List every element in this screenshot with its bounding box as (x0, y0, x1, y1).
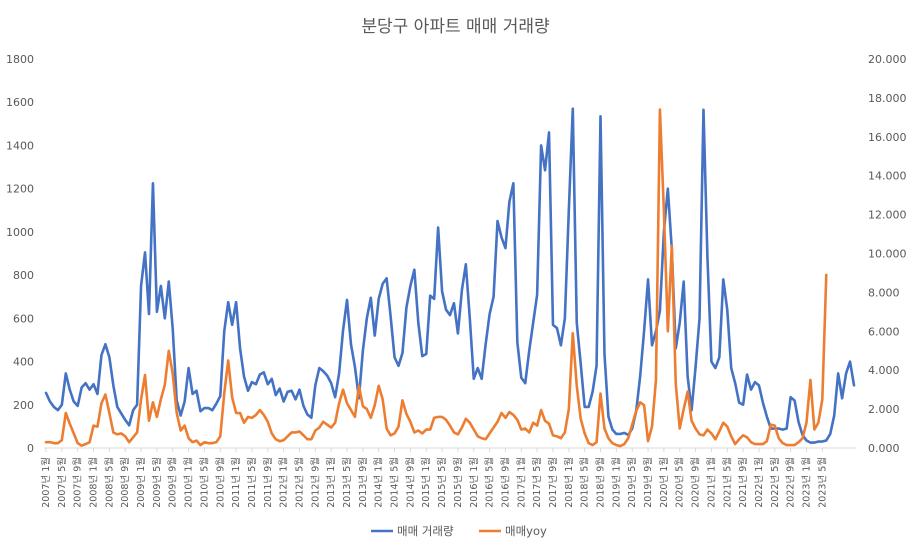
x-tick-label: 2020년 5월 (674, 457, 686, 508)
x-tick-label: 2018년 1월 (563, 457, 575, 508)
y-right-tick-label: 12.000 (868, 209, 907, 222)
x-tick-label: 2020년 1월 (658, 457, 670, 508)
x-tick-label: 2023년 5월 (816, 457, 828, 508)
y-axis-right: 0.000 2.000 4.000 6.000 8.000 10.000 12.000 14.… (868, 53, 907, 455)
x-tick-label: 2012년 9월 (309, 457, 321, 508)
x-tick-label: 2008년 9월 (119, 457, 131, 508)
x-tick-label: 2011년 9월 (262, 457, 274, 508)
y-right-tick-label: 14.000 (868, 170, 907, 183)
y-left-tick-label: 1800 (6, 53, 34, 66)
chart-title: 분당구 아파트 매매 거래량 (361, 17, 550, 37)
x-tick-label: 2009년 5월 (151, 457, 163, 508)
x-tick-label: 2017년 1월 (515, 457, 527, 508)
x-tick-label: 2022년 9월 (785, 457, 797, 508)
x-tick-label: 2009년 1월 (135, 457, 147, 508)
x-tick-label: 2007년 9월 (72, 457, 84, 508)
x-tick-label: 2008년 1월 (88, 457, 100, 508)
series-line-yoy (44, 108, 828, 448)
x-tick-label: 2015년 5월 (436, 457, 448, 508)
x-tick-label: 2020년 9월 (690, 457, 702, 508)
x-tick-label: 2012년 5월 (293, 457, 305, 508)
x-tick-label: 2014년 5월 (389, 457, 401, 508)
y-right-tick-label: 2.000 (868, 403, 900, 416)
x-tick-label: 2022년 5월 (769, 457, 781, 508)
x-tick-label: 2022년 1월 (753, 457, 765, 508)
x-tick-label: 2021년 1월 (705, 457, 717, 508)
x-tick-label: 2007년 1월 (40, 457, 52, 508)
y-right-tick-label: 0.000 (868, 442, 900, 455)
x-tick-label: 2016년 9월 (499, 457, 511, 508)
series-group (44, 107, 856, 448)
legend-label-yoy: 매매yoy (505, 524, 547, 538)
x-tick-label: 2017년 5월 (531, 457, 543, 508)
x-tick-label: 2008년 5월 (103, 457, 115, 508)
x-axis: 2007년 1월 2007년 5월 2007년 9월 2008년 1월 2008년 5월… (40, 448, 828, 508)
y-right-tick-label: 4.000 (868, 364, 900, 377)
x-tick-label: 2010년 5월 (198, 457, 210, 508)
x-tick-label: 2019년 5월 (626, 457, 638, 508)
legend-label-trade-volume: 매매 거래량 (397, 524, 454, 538)
x-tick-label: 2012년 1월 (278, 457, 290, 508)
x-tick-label: 2013년 1월 (325, 457, 337, 508)
y-left-tick-label: 1400 (6, 139, 34, 152)
y-left-tick-label: 1000 (6, 226, 34, 239)
x-tick-label: 2018년 9월 (595, 457, 607, 508)
x-tick-label: 2010년 1월 (183, 457, 195, 508)
x-tick-label: 2013년 5월 (341, 457, 353, 508)
y-left-tick-label: 600 (13, 312, 34, 325)
x-tick-label: 2013년 9월 (357, 457, 369, 508)
x-tick-label: 2018년 5월 (579, 457, 591, 508)
y-left-tick-label: 400 (13, 356, 34, 369)
x-tick-label: 2014년 9월 (404, 457, 416, 508)
x-tick-label: 2021년 9월 (737, 457, 749, 508)
x-tick-label: 2011년 5월 (246, 457, 258, 508)
x-tick-label: 2015년 1월 (420, 457, 432, 508)
x-tick-label: 2007년 5월 (56, 457, 68, 508)
x-tick-label: 2019년 9월 (642, 457, 654, 508)
x-tick-label: 2019년 1월 (610, 457, 622, 508)
series-line-trade-volume (44, 107, 856, 444)
y-right-tick-label: 16.000 (868, 131, 907, 144)
y-right-tick-label: 20.000 (868, 53, 907, 66)
y-right-tick-label: 8.000 (868, 286, 900, 299)
x-tick-label: 2023년 1월 (800, 457, 812, 508)
y-right-tick-label: 18.000 (868, 92, 907, 105)
y-left-tick-label: 800 (13, 269, 34, 282)
x-tick-label: 2017년 9월 (547, 457, 559, 508)
x-tick-label: 2010년 9월 (214, 457, 226, 508)
y-right-tick-label: 10.000 (868, 248, 907, 261)
x-tick-label: 2015년 9월 (452, 457, 464, 508)
y-axis-left: 0 200 400 600 800 1000 1200 1400 1600 1800 (6, 53, 34, 455)
x-tick-label: 2016년 1월 (468, 457, 480, 508)
y-left-tick-label: 1600 (6, 96, 34, 109)
x-tick-label: 2009년 9월 (167, 457, 179, 508)
x-tick-label: 2016년 5월 (484, 457, 496, 508)
x-tick-label: 2021년 5월 (721, 457, 733, 508)
y-left-tick-label: 1200 (6, 183, 34, 196)
y-left-tick-label: 200 (13, 399, 34, 412)
y-right-tick-label: 6.000 (868, 325, 900, 338)
x-tick-label: 2014년 1월 (373, 457, 385, 508)
legend: 매매 거래량 매매yoy (371, 524, 547, 538)
y-left-tick-label: 0 (27, 442, 34, 455)
x-tick-label: 2011년 1월 (230, 457, 242, 508)
